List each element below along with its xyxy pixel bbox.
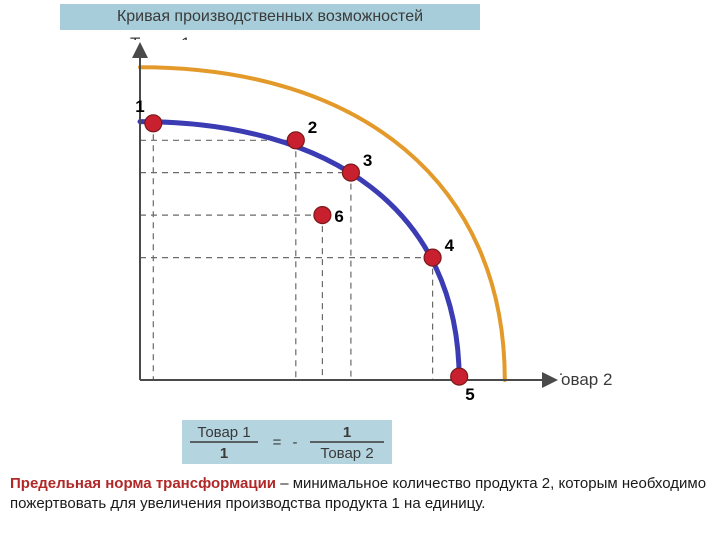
svg-text:=: = xyxy=(273,434,282,451)
ppf-diagram xyxy=(100,40,560,410)
point-2 xyxy=(287,132,304,149)
point-label-5: 5 xyxy=(465,385,474,405)
chart-title: Кривая производственных возможностей xyxy=(60,4,480,30)
point-6 xyxy=(314,207,331,224)
point-5 xyxy=(451,368,468,385)
x-axis-label: Товар 2 xyxy=(552,370,612,390)
caption: Предельная норма трансформации – минимал… xyxy=(10,474,710,515)
point-1 xyxy=(145,115,162,132)
point-label-3: 3 xyxy=(363,151,372,171)
svg-text:Товар 2: Товар 2 xyxy=(320,445,373,462)
point-label-4: 4 xyxy=(445,236,454,256)
svg-text:1: 1 xyxy=(220,445,228,462)
curve-inner xyxy=(140,122,459,380)
svg-text:-: - xyxy=(293,434,298,451)
point-label-2: 2 xyxy=(308,118,317,138)
point-label-1: 1 xyxy=(135,97,144,117)
svg-text:1: 1 xyxy=(343,424,351,441)
formula: Товар 1 1 =- 1 Товар 2 xyxy=(182,420,392,464)
point-4 xyxy=(424,249,441,266)
formula-box: Товар 1 1 =- 1 Товар 2 xyxy=(182,420,392,464)
caption-term: Предельная норма трансформации xyxy=(10,475,276,492)
point-3 xyxy=(342,164,359,181)
point-label-6: 6 xyxy=(334,207,343,227)
svg-text:Товар 1: Товар 1 xyxy=(197,424,250,441)
